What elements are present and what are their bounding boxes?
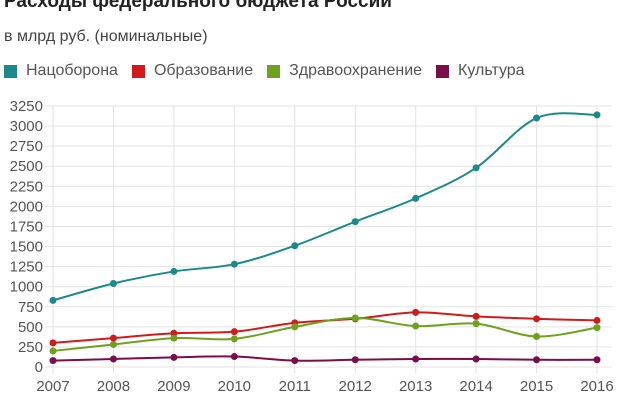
y-tick-label: 2000: [10, 198, 43, 215]
legend-item[interactable]: Образование: [131, 62, 254, 80]
y-tick-label: 2750: [10, 138, 43, 155]
data-point: [109, 355, 117, 363]
data-point: [49, 357, 57, 365]
data-point: [109, 279, 117, 287]
y-tick-label: 2500: [10, 158, 43, 175]
y-tick-label: 1750: [10, 218, 43, 235]
data-point: [412, 308, 420, 316]
legend-swatch: [131, 64, 145, 78]
legend-item[interactable]: Здравоохранение: [267, 62, 422, 80]
series-line-3: [52, 355, 598, 362]
x-tick-label: 2015: [520, 378, 553, 395]
y-tick-label: 750: [18, 299, 43, 316]
series-line-0: [52, 112, 598, 302]
data-point: [230, 335, 238, 343]
y-tick-label: 500: [18, 319, 43, 336]
data-point: [230, 260, 238, 268]
legend-item[interactable]: Культура: [436, 62, 525, 80]
legend-swatch: [4, 64, 17, 78]
data-point: [412, 194, 420, 202]
x-tick-label: 2011: [279, 378, 311, 395]
legend-swatch: [267, 64, 281, 78]
x-tick-label: 2008: [97, 378, 130, 395]
y-tick-label: 2250: [10, 178, 43, 195]
data-point: [593, 356, 601, 364]
data-point: [291, 242, 299, 250]
data-point: [170, 267, 178, 275]
data-point: [291, 357, 299, 365]
x-tick-label: 2012: [339, 378, 372, 395]
data-point: [49, 347, 57, 355]
data-point: [351, 356, 359, 364]
x-tick-label: 2009: [157, 378, 190, 395]
data-point: [533, 356, 541, 364]
legend-label: Культура: [458, 62, 525, 79]
legend-label: Образование: [153, 62, 254, 79]
y-tick-label: 1000: [10, 279, 43, 296]
data-point: [109, 334, 117, 342]
data-point: [109, 341, 117, 349]
data-point: [49, 339, 57, 347]
series-line-2: [52, 317, 598, 352]
y-tick-label: 1250: [10, 259, 43, 276]
y-tick-label: 1500: [10, 239, 43, 256]
data-point: [593, 111, 601, 119]
legend-label: Здравоохранение: [289, 62, 423, 79]
data-point: [291, 323, 299, 331]
legend-item[interactable]: Нацоборона: [4, 62, 118, 80]
data-point: [472, 355, 480, 363]
data-point: [412, 322, 420, 330]
data-point: [533, 315, 541, 323]
x-tick-label: 2016: [580, 378, 613, 395]
legend-swatch: [436, 64, 450, 78]
legend: Нацоборона Образование Здравоохранение Куль…: [4, 62, 525, 80]
y-tick-label: 0: [35, 359, 43, 376]
data-point: [170, 334, 178, 342]
series-line-1: [52, 311, 598, 344]
legend-label: Нацоборона: [26, 62, 118, 79]
y-tick-label: 250: [18, 339, 43, 356]
data-point: [533, 332, 541, 340]
data-point: [230, 353, 238, 361]
data-point: [170, 329, 178, 337]
data-point: [593, 316, 601, 324]
data-point: [49, 296, 57, 304]
data-point: [472, 320, 480, 328]
data-point: [533, 114, 541, 122]
data-point: [472, 312, 480, 320]
data-point: [351, 314, 359, 322]
x-tick-label: 2014: [459, 378, 492, 395]
data-point: [351, 218, 359, 226]
y-tick-label: 3250: [10, 98, 43, 115]
data-point: [170, 353, 178, 361]
x-tick-label: 2013: [399, 378, 432, 395]
data-point: [230, 328, 238, 336]
chart-subtitle: в млрд руб. (номинальные): [4, 28, 208, 45]
x-tick-label: 2007: [36, 378, 69, 395]
y-tick-label: 3000: [10, 118, 43, 135]
chart-title: Расходы федерального бюджета России: [4, 0, 392, 12]
data-point: [412, 355, 420, 363]
data-point: [593, 324, 601, 332]
x-tick-label: 2010: [218, 378, 251, 395]
data-point: [472, 164, 480, 172]
